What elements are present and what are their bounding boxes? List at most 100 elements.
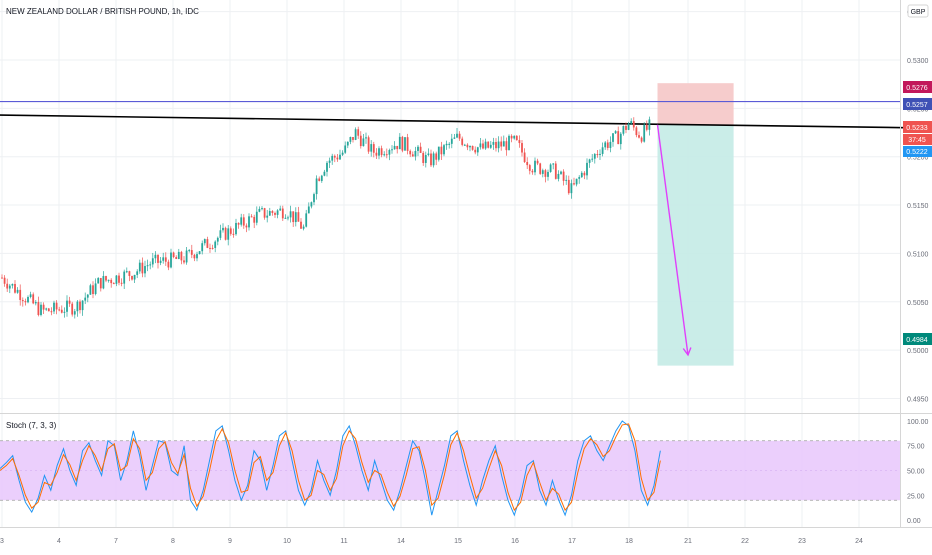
stop-price-tag xyxy=(903,81,932,93)
projection-arrow[interactable] xyxy=(656,124,692,357)
candle-up xyxy=(40,304,42,315)
candle-down xyxy=(180,251,183,261)
projection-arrowhead[interactable] xyxy=(682,347,692,357)
candle-up xyxy=(66,300,68,312)
candle-up xyxy=(497,141,500,149)
stoch-axis[interactable]: 100.00 75.00 50.00 25.00 0.00 xyxy=(907,419,929,525)
candle-down xyxy=(253,216,256,223)
candle-up xyxy=(102,276,105,289)
time-tick-label: 18 xyxy=(625,538,633,545)
take-profit-zone[interactable] xyxy=(657,124,734,366)
candle-up xyxy=(630,121,633,124)
candle-down xyxy=(60,309,63,313)
candle-down xyxy=(359,135,362,147)
candle-up xyxy=(346,141,349,146)
candle-down xyxy=(300,221,302,229)
time-tick-label: 8 xyxy=(171,538,175,545)
candle-down xyxy=(190,250,193,255)
candle-down xyxy=(99,278,102,289)
candle-up xyxy=(398,136,401,150)
candle-up xyxy=(378,148,380,156)
candle-up xyxy=(349,137,352,142)
candle-up xyxy=(479,143,482,148)
candle-up xyxy=(294,212,297,223)
candle-down xyxy=(118,275,120,283)
candle-down xyxy=(406,137,409,151)
time-tick-label: 21 xyxy=(684,538,692,545)
projection-arrow-line[interactable] xyxy=(656,124,689,356)
time-tick-label: 16 xyxy=(511,538,519,545)
candle-up xyxy=(170,252,172,268)
candle-up xyxy=(391,149,393,151)
candle-down xyxy=(1,277,3,279)
candle-down xyxy=(232,233,235,235)
stop-price-label: 0.5276 xyxy=(906,85,928,92)
candle-down xyxy=(175,257,178,259)
candle-up xyxy=(151,258,154,265)
candle-up xyxy=(570,183,573,194)
candle-down xyxy=(536,160,539,164)
candle-down xyxy=(274,212,276,215)
candle-up xyxy=(443,145,445,155)
candle-up xyxy=(445,143,448,146)
time-tick-label: 14 xyxy=(397,538,405,545)
candle-up xyxy=(144,266,146,274)
candle-down xyxy=(474,149,477,153)
candle-up xyxy=(326,162,328,172)
candle-down xyxy=(271,211,274,213)
candle-down xyxy=(21,299,24,302)
candle-up xyxy=(344,145,347,153)
candle-down xyxy=(500,141,503,147)
candle-down xyxy=(487,141,490,148)
candle-up xyxy=(604,142,607,148)
candle-up xyxy=(219,230,222,238)
candle-up xyxy=(63,311,66,313)
candle-down xyxy=(42,304,45,310)
position-zones[interactable] xyxy=(657,83,734,366)
time-axis[interactable]: 3 4 7 8 9 10 11 14 15 16 17 18 21 22 23 24 xyxy=(0,538,863,545)
candle-down xyxy=(539,163,542,174)
candle-up xyxy=(547,171,549,177)
candle-up xyxy=(492,141,495,145)
candle-down xyxy=(211,247,214,249)
candle-down xyxy=(318,178,321,181)
candle-up xyxy=(315,178,318,195)
candle-down xyxy=(172,252,175,258)
candle-up xyxy=(276,210,279,215)
currency-badge[interactable] xyxy=(907,4,929,18)
candle-down xyxy=(167,261,170,268)
price-tick-label: 0.5100 xyxy=(907,251,929,258)
candle-down xyxy=(562,171,565,181)
candle-down xyxy=(224,227,227,240)
candle-up xyxy=(484,141,487,149)
candle-up xyxy=(417,146,419,151)
candle-down xyxy=(50,311,53,313)
candle-up xyxy=(154,254,157,259)
blue-line-price-tag xyxy=(903,98,932,110)
price-tick-label: 0.5200 xyxy=(907,155,929,162)
candle-up xyxy=(201,243,204,252)
candle-down xyxy=(209,247,211,249)
stoch-tick-label: 25.00 xyxy=(907,493,925,500)
candle-up xyxy=(27,296,29,303)
candle-down xyxy=(164,257,167,262)
candle-up xyxy=(97,278,100,284)
candle-up xyxy=(627,123,630,130)
resistance-trendline[interactable] xyxy=(0,114,905,129)
candle-down xyxy=(120,282,123,284)
time-tick-label: 23 xyxy=(798,538,806,545)
candle-down xyxy=(242,217,245,226)
candle-down xyxy=(157,254,159,263)
candle-down xyxy=(6,283,9,289)
candle-up xyxy=(73,311,76,315)
candle-up xyxy=(437,146,440,160)
candle-down xyxy=(250,216,253,218)
stop-loss-zone[interactable] xyxy=(657,83,734,125)
candle-up xyxy=(84,297,87,301)
time-tick-label: 10 xyxy=(283,538,291,545)
candle-down xyxy=(419,146,422,153)
candle-up xyxy=(279,208,282,211)
candle-down xyxy=(110,279,113,284)
